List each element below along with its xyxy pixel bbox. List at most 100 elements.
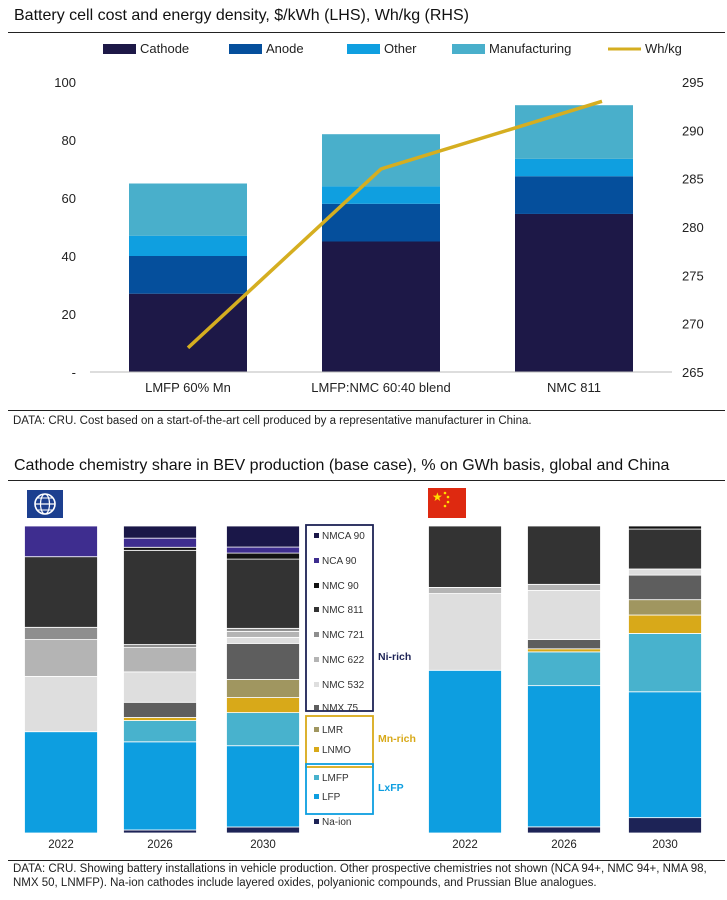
- legend-item-manufacturing: Manufacturing: [452, 41, 571, 56]
- bar-segment-global-nmca-90: [226, 525, 300, 548]
- legend-group-box: [305, 524, 374, 712]
- bar-segment-manufacturing: [322, 134, 440, 187]
- line-series-wh-kg: [186, 99, 603, 350]
- bar-segment-cathode: [129, 293, 247, 372]
- bar-segment-global-nmx-75: [123, 701, 197, 718]
- bar-segment-global-na-ion: [123, 829, 197, 834]
- chart2-bottom-rule: [8, 860, 725, 861]
- bar-segment-global-nmc-90: [226, 552, 300, 560]
- bar-segment-global-nmc-721: [226, 627, 300, 632]
- bar-segment-other: [515, 158, 633, 177]
- legend-swatch-manufacturing: [452, 44, 485, 54]
- china-flag-small-star: [446, 495, 450, 499]
- x-tick-label: LMFP:NMC 60:40 blend: [311, 380, 450, 395]
- legend-swatch-other: [347, 44, 380, 54]
- bar-segment-global-nmc-721: [123, 644, 197, 648]
- bar-segment-china-lmfp: [628, 633, 702, 693]
- bar-segment-other: [129, 235, 247, 256]
- x-tick-label-global: 2022: [48, 839, 74, 851]
- bar-segment-global-nca-90: [24, 525, 98, 558]
- cost-density-chart: Cathode Anode Other Manufacturing Wh/kg - 20 40…: [54, 41, 704, 395]
- legend-label-lfp: LFP: [322, 792, 341, 803]
- bar-segment-global-nmc-811: [24, 556, 98, 628]
- legend-swatch-nmc-811: [314, 607, 319, 612]
- bar-segment-china-nmc-532: [628, 568, 702, 576]
- legend-swatch-nmx-75: [314, 705, 319, 710]
- legend-label-nmc-721: NMC 721: [322, 630, 365, 641]
- legend-group-box: [305, 763, 374, 815]
- x-tick-label-china: 2030: [652, 839, 678, 851]
- y-right-tick-label: 270: [682, 317, 704, 332]
- legend-label-anode: Anode: [266, 41, 304, 56]
- legend-swatch-nmc-90: [314, 583, 319, 588]
- legend-item-other: Other: [347, 41, 417, 56]
- y-right-tick-label: 280: [682, 220, 704, 235]
- legend-swatch-nmca-90: [314, 533, 319, 538]
- bar-segment-china-nmc-622: [527, 583, 601, 591]
- bar-segment-global-nmc-811: [226, 558, 300, 629]
- legend-group-label: Ni-rich: [378, 651, 411, 663]
- bar-segment-china-lfp: [527, 685, 601, 828]
- legend-label-cathode: Cathode: [140, 41, 189, 56]
- x-tick-label-global: 2026: [147, 839, 173, 851]
- y-left-tick-label: 80: [62, 133, 76, 148]
- bar-segment-manufacturing: [129, 183, 247, 236]
- x-tick-label-global: 2030: [250, 839, 276, 851]
- bar-segment-global-nmc-532: [226, 636, 300, 644]
- legend-group-label: LxFP: [378, 782, 404, 794]
- legend-label-lmfp: LMFP: [322, 773, 349, 784]
- legend-label-lmr: LMR: [322, 725, 343, 736]
- bar-segment-anode: [129, 256, 247, 294]
- legend-label-manufacturing: Manufacturing: [489, 41, 571, 56]
- bar-segment-china-nmc-811: [527, 525, 601, 585]
- y-left-tick-label: 20: [62, 307, 76, 322]
- bar-segment-china-nmx-75: [628, 574, 702, 601]
- bar-segment-manufacturing: [515, 105, 633, 159]
- bar-segment-global-nmc-721: [24, 626, 98, 640]
- bar-segment-china-nmc-811: [628, 528, 702, 570]
- y-left-tick-label: 100: [54, 75, 76, 90]
- legend-swatch-lfp: [314, 794, 319, 799]
- bar-segment-china-lfp: [628, 691, 702, 819]
- china-flag-star: ★: [432, 490, 443, 504]
- chart2-top-rule: [8, 480, 725, 481]
- bar-segment-global-nmx-75: [226, 642, 300, 680]
- bar-segment-global-lnmo: [123, 717, 197, 721]
- chart2-title: Cathode chemistry share in BEV productio…: [14, 457, 670, 474]
- bar-segment-china-nmc-811: [428, 525, 502, 588]
- bar-segment-china-lnmo: [527, 648, 601, 653]
- legend-item-cathode: Cathode: [103, 41, 189, 56]
- legend-swatch-nmc-721: [314, 632, 319, 637]
- bar-segment-global-nmc-622: [24, 639, 98, 677]
- bar-segment-anode: [322, 203, 440, 242]
- x-tick-label: LMFP 60% Mn: [145, 380, 231, 395]
- china-flag-small-star: [446, 500, 450, 504]
- china-flag-icon: ★: [428, 488, 466, 518]
- legend-swatch-nca-90: [314, 558, 319, 563]
- legend-group-box: [305, 715, 374, 768]
- bar-segment-other: [322, 186, 440, 204]
- legend-label-nmx-75: NMX 75: [322, 703, 359, 714]
- legend-label-nmc-811: NMC 811: [322, 605, 364, 616]
- bar-segment-global-lmfp: [123, 720, 197, 743]
- bar-segment-china-nmc-532: [527, 590, 601, 640]
- china-flag-small-star: [443, 491, 447, 495]
- bar-segment-global-nmc-532: [123, 671, 197, 703]
- bar-segment-global-nmc-90: [123, 546, 197, 551]
- bar-segment-china-na-ion: [628, 817, 702, 834]
- bar-segment-anode: [515, 176, 633, 214]
- legend-swatch-nmc-622: [314, 657, 319, 662]
- chart1-bottom-rule: [8, 410, 725, 411]
- bar-segment-cathode: [515, 213, 633, 372]
- legend-swatch-anode: [229, 44, 262, 54]
- bar-segment-global-lmfp: [226, 712, 300, 747]
- legend-item-wh-kg: Wh/kg: [608, 41, 682, 56]
- legend-group-label: Mn-rich: [378, 733, 416, 745]
- bar-segment-global-na-ion: [226, 826, 300, 834]
- chart2-source-note: DATA: CRU. Showing battery installations…: [13, 863, 707, 889]
- china-flag-small-star: [443, 504, 447, 508]
- legend-label-lnmo: LNMO: [322, 745, 351, 756]
- bar-segment-china-nmc-90: [628, 525, 702, 530]
- bar-segment-global-lnmo: [226, 697, 300, 714]
